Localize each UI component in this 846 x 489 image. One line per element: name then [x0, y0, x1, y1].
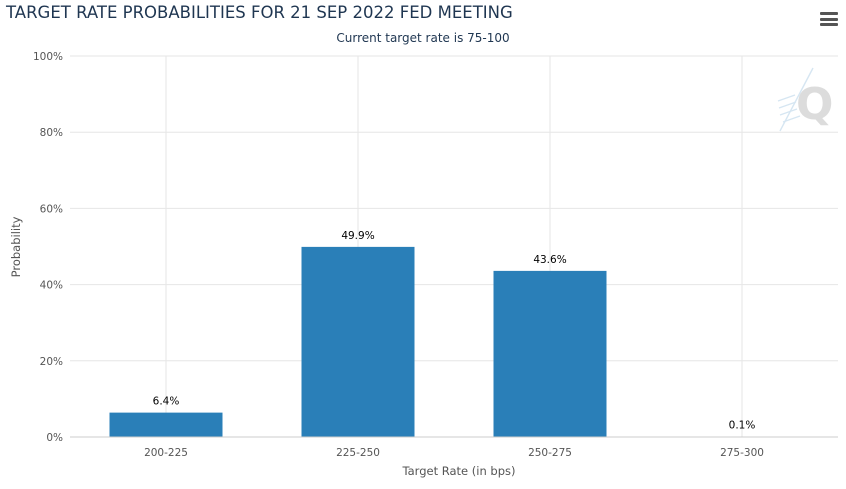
chart-title: TARGET RATE PROBABILITIES FOR 21 SEP 202… [6, 3, 513, 22]
hamburger-menu-icon[interactable] [820, 12, 838, 26]
y-axis-title: Probability [9, 216, 23, 277]
watermark-letter: Q [796, 79, 833, 130]
y-tick-label: 100% [33, 51, 63, 63]
y-tick-label: 80% [40, 127, 63, 139]
watermark-logo: Q [777, 67, 833, 132]
gridlines [70, 55, 838, 437]
y-tick-label: 0% [46, 432, 63, 444]
y-tick-label: 40% [40, 280, 63, 292]
bar-250-275[interactable] [493, 270, 607, 437]
y-axis: 0% 20% 40% 60% 80% 100% [33, 51, 63, 444]
y-tick-label: 20% [40, 356, 63, 368]
y-tick-label: 60% [40, 203, 63, 215]
data-label-250-275: 43.6% [533, 254, 566, 266]
data-labels: 6.4% 49.9% 43.6% 0.1% [153, 230, 756, 432]
data-label-275-300: 0.1% [729, 420, 756, 432]
data-label-200-225: 6.4% [153, 396, 180, 408]
x-axis: 200-225 225-250 250-275 275-300 [144, 447, 764, 459]
x-axis-title: Target Rate (in bps) [402, 464, 516, 478]
data-label-225-250: 49.9% [341, 230, 374, 242]
bars [109, 246, 799, 437]
x-tick-label: 275-300 [720, 447, 764, 459]
chart-subtitle: Current target rate is 75-100 [336, 31, 510, 45]
x-tick-label: 225-250 [336, 447, 380, 459]
bar-225-250[interactable] [301, 246, 415, 437]
x-tick-label: 200-225 [144, 447, 188, 459]
x-tick-label: 250-275 [528, 447, 572, 459]
bar-200-225[interactable] [109, 412, 223, 437]
